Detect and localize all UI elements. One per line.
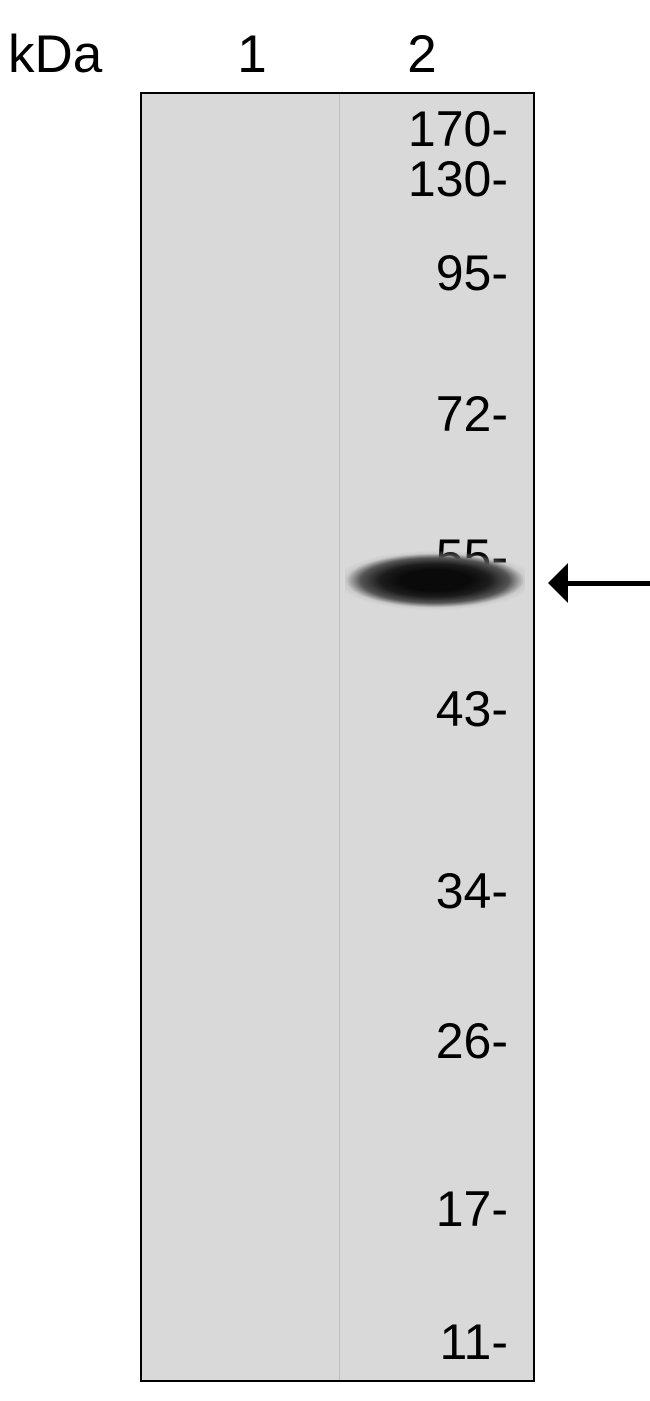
lane-label-1: 1 [222,24,282,85]
lane-divider [339,94,340,1380]
mw-marker: 43- [378,680,508,738]
protein-band [345,543,525,618]
band-arrow [548,563,650,603]
unit-label: kDa [8,24,102,85]
mw-marker: 26- [378,1012,508,1070]
mw-marker: 72- [378,385,508,443]
arrow-line [568,581,650,586]
arrow-head-icon [548,563,568,603]
blot-figure: kDa 1 2 170- 130- 95- 72- 55- 43- 34- 26… [0,0,650,1401]
mw-marker: 130- [378,150,508,208]
mw-marker: 34- [378,862,508,920]
mw-marker: 17- [378,1180,508,1238]
mw-marker: 95- [378,244,508,302]
lane-label-2: 2 [392,24,452,85]
mw-marker: 11- [378,1313,508,1371]
